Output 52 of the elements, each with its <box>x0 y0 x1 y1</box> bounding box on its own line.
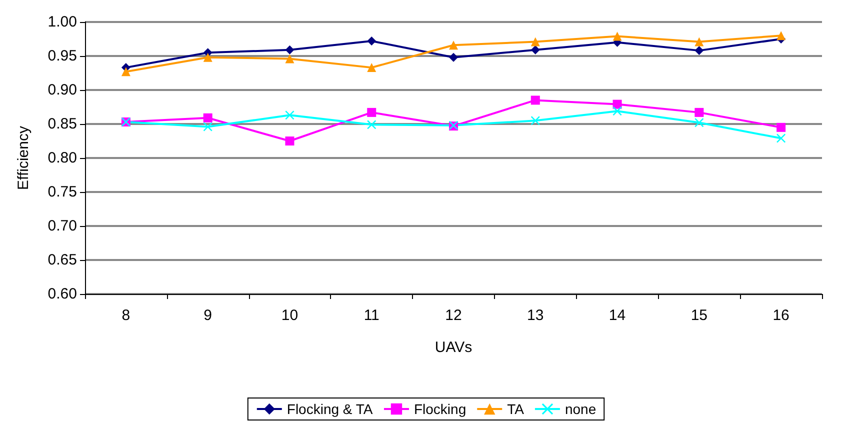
x-tick-label: 14 <box>608 307 626 324</box>
y-tick-label: 0.70 <box>48 218 77 234</box>
point <box>612 106 622 116</box>
y-tick-label: 0.65 <box>48 252 77 268</box>
x-tick-label: 16 <box>772 307 790 324</box>
point <box>776 122 786 132</box>
point <box>694 37 704 46</box>
point <box>367 108 376 117</box>
point <box>530 37 540 46</box>
y-tick-label: 0.60 <box>48 286 77 302</box>
point <box>694 118 704 128</box>
point <box>203 113 212 122</box>
point <box>530 45 540 54</box>
point <box>121 67 130 76</box>
x-tick-label: 10 <box>281 307 298 324</box>
x-tick-label: 11 <box>364 307 380 324</box>
point <box>285 110 294 120</box>
point <box>367 36 376 46</box>
legend-label: none <box>564 401 596 417</box>
point <box>285 54 294 64</box>
x-tick-label: 9 <box>204 307 212 324</box>
point <box>612 100 622 109</box>
point <box>530 116 540 126</box>
x-tick-label: 12 <box>445 307 462 324</box>
point <box>449 40 458 50</box>
x-tick-label: 15 <box>690 307 708 324</box>
point <box>367 120 376 130</box>
point <box>776 31 786 40</box>
x-axis-title: UAVs <box>434 339 472 356</box>
y-tick-label: 0.80 <box>48 150 77 166</box>
point <box>203 122 212 132</box>
x-tick-label: 8 <box>122 307 130 324</box>
point <box>530 96 540 105</box>
legend-label: Flocking <box>414 401 466 417</box>
point <box>776 134 786 143</box>
y-tick-label: 0.95 <box>48 48 77 64</box>
y-tick-label: 0.85 <box>48 116 77 132</box>
point <box>612 32 622 41</box>
point <box>285 136 294 146</box>
y-axis-title: Efficiency <box>15 126 32 190</box>
legend-label: TA <box>507 401 525 417</box>
point <box>694 108 704 117</box>
x-tick-label: 13 <box>527 307 544 324</box>
point <box>285 45 294 54</box>
y-tick-label: 1.00 <box>48 14 77 30</box>
point <box>367 63 376 72</box>
point <box>449 52 458 62</box>
y-tick-label: 0.75 <box>48 184 77 200</box>
legend-label: Flocking & TA <box>286 401 374 417</box>
point <box>694 46 704 56</box>
point <box>203 52 212 62</box>
y-tick-label: 0.90 <box>48 82 77 98</box>
